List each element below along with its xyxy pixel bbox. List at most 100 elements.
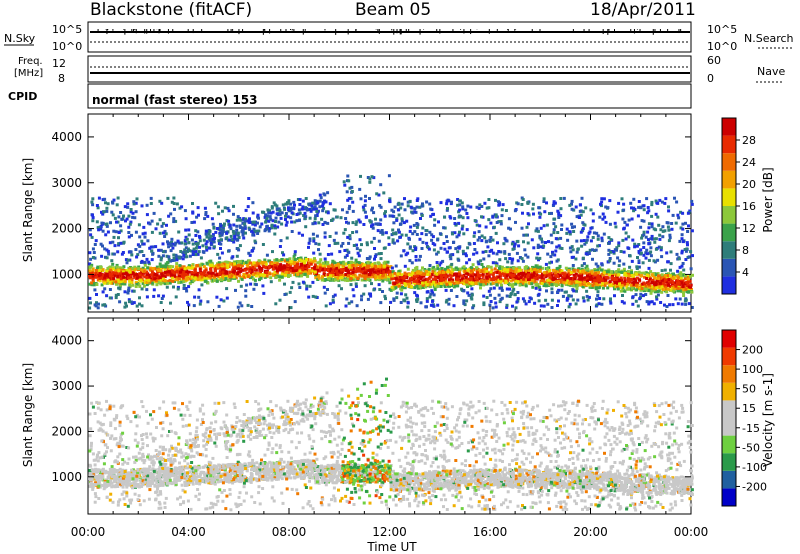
heatmap-cell <box>471 263 475 267</box>
heatmap-cell <box>124 269 128 273</box>
heatmap-cell <box>308 203 312 207</box>
heatmap-cell <box>394 231 398 235</box>
heatmap-cell <box>313 257 316 261</box>
heatmap-cell <box>249 282 253 286</box>
heatmap-cell <box>669 262 673 266</box>
heatmap-cell <box>413 207 417 211</box>
heatmap-cell <box>675 274 679 278</box>
heatmap-cell <box>174 278 178 282</box>
heatmap-cell <box>121 251 125 254</box>
heatmap-cell <box>583 242 587 246</box>
heatmap-cell <box>600 239 604 243</box>
heatmap-cell <box>222 299 226 303</box>
heatmap-cell <box>143 263 147 267</box>
heatmap-cell <box>622 301 626 305</box>
heatmap-cell <box>595 303 599 307</box>
heatmap-cell <box>457 210 461 214</box>
heatmap-cell <box>134 248 138 251</box>
heatmap-cell <box>293 264 297 268</box>
heatmap-cell <box>265 274 269 278</box>
heatmap-cell <box>184 228 188 232</box>
heatmap-cell <box>281 266 285 270</box>
heatmap-cell <box>97 274 101 278</box>
heatmap-cell <box>519 279 523 283</box>
heatmap-cell <box>343 228 347 232</box>
heatmap-cell <box>289 216 293 220</box>
heatmap-cell <box>686 230 690 233</box>
heatmap-cell <box>494 301 498 305</box>
heatmap-cell <box>436 238 440 242</box>
heatmap-cell <box>150 281 154 285</box>
heatmap-cell <box>371 268 375 272</box>
heatmap-cell <box>602 197 606 201</box>
heatmap-cell <box>290 211 294 215</box>
heatmap-cell <box>129 210 133 214</box>
heatmap-cell <box>303 272 307 276</box>
heatmap-cell <box>550 287 554 291</box>
heatmap-cell <box>621 280 625 284</box>
heatmap-cell <box>279 263 283 267</box>
heatmap-cell <box>485 206 489 210</box>
heatmap-cell <box>351 270 355 274</box>
heatmap-cell <box>670 278 674 282</box>
heatmap-cell <box>494 231 498 235</box>
heatmap-cell <box>453 222 457 225</box>
heatmap-cell <box>424 285 428 289</box>
sky-left-label: N.Sky <box>4 32 36 45</box>
heatmap-cell <box>687 302 691 306</box>
heatmap-cell <box>544 241 547 244</box>
heatmap-cell <box>412 277 416 281</box>
heatmap-cell <box>261 284 265 288</box>
heatmap-cell <box>557 288 561 292</box>
heatmap-cell <box>594 262 598 266</box>
heatmap-cell <box>101 212 105 216</box>
heatmap-cell <box>398 222 402 226</box>
heatmap-cell <box>99 242 103 246</box>
heatmap-cell <box>378 268 381 272</box>
heatmap-cell <box>576 247 580 251</box>
heatmap-cell <box>601 217 605 221</box>
heatmap-cell <box>234 266 238 270</box>
heatmap-cell <box>392 221 396 225</box>
heatmap-cell <box>390 266 394 270</box>
heatmap-cell <box>577 267 581 271</box>
heatmap-cell <box>138 296 141 300</box>
heatmap-cell <box>446 207 449 210</box>
heatmap-cell <box>521 297 525 301</box>
heatmap-cell <box>647 282 651 286</box>
heatmap-cell <box>507 226 511 230</box>
heatmap-cell <box>673 281 677 285</box>
heatmap-cell <box>134 201 138 205</box>
heatmap-cell <box>500 296 504 300</box>
heatmap-cell <box>157 254 161 258</box>
heatmap-cell <box>512 244 516 248</box>
heatmap-cell <box>184 246 188 250</box>
heatmap-cell <box>687 279 690 283</box>
heatmap-cell <box>203 217 207 221</box>
heatmap-cell <box>584 276 587 280</box>
heatmap-cell <box>301 268 305 272</box>
heatmap-cell <box>143 275 147 279</box>
heatmap-cell <box>348 272 352 276</box>
heatmap-cell <box>396 239 400 243</box>
heatmap-cell <box>681 279 685 283</box>
heatmap-cell <box>622 227 626 231</box>
heatmap-cell <box>578 203 582 207</box>
heatmap-cell <box>346 235 350 239</box>
heatmap-cell <box>600 268 603 272</box>
heatmap-cell <box>331 267 335 271</box>
heatmap-cell <box>219 228 222 232</box>
heatmap-cell <box>537 299 541 303</box>
heatmap-cell <box>142 284 146 288</box>
heatmap-cell <box>426 278 430 282</box>
heatmap-cell <box>358 187 362 191</box>
heatmap-cell <box>405 296 409 300</box>
heatmap-cell <box>100 272 104 276</box>
heatmap-cell <box>621 238 625 242</box>
heatmap-cell <box>478 236 481 240</box>
heatmap-cell <box>608 270 612 274</box>
heatmap-cell <box>469 205 473 209</box>
heatmap-cell <box>268 227 272 230</box>
heatmap-cell <box>514 306 518 310</box>
heatmap-cell <box>610 276 614 280</box>
